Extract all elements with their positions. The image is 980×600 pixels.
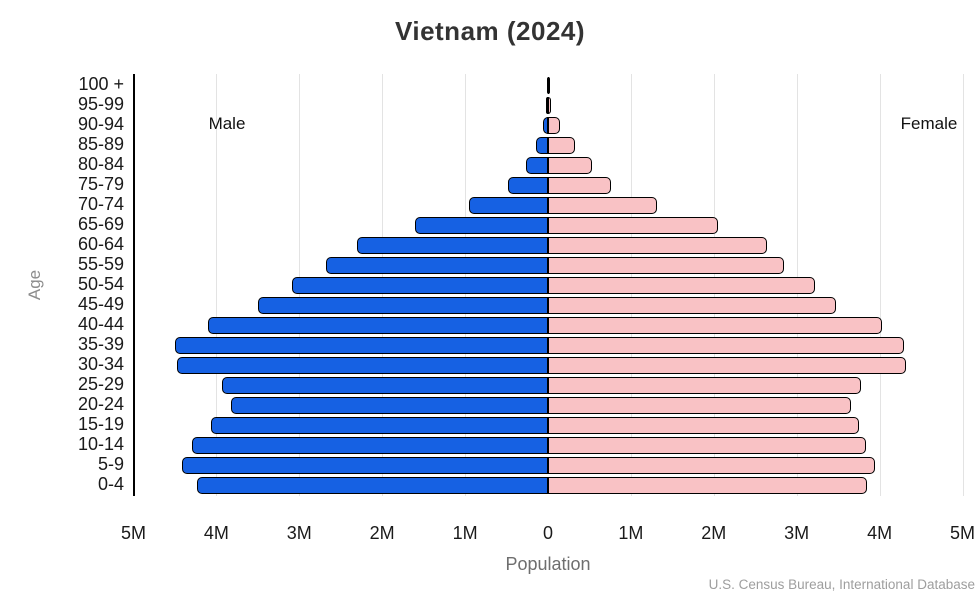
age-tick-label: 5-9 — [97, 454, 124, 474]
female-bar-55-59 — [548, 256, 785, 274]
female-side-label: Female — [900, 114, 958, 133]
male-side-label: Male — [208, 114, 246, 133]
male-bar-45-49 — [257, 296, 548, 314]
age-tick-label: 60-64 — [77, 234, 124, 254]
female-bar-10-14 — [548, 436, 867, 454]
x-tick-label: 4M — [203, 523, 229, 543]
plot-area — [133, 74, 964, 496]
female-bar-95-99 — [548, 96, 552, 114]
male-bar-40-44 — [208, 316, 548, 334]
age-tick-label: 85-89 — [77, 134, 124, 154]
male-bar-65-69 — [414, 216, 548, 234]
female-bar-5-9 — [548, 456, 876, 474]
age-tick-label: 0-4 — [97, 474, 124, 494]
age-tick-label: 40-44 — [77, 314, 124, 334]
female-bar-100+ — [548, 76, 550, 94]
male-bar-10-14 — [192, 436, 548, 454]
male-bar-55-59 — [325, 256, 548, 274]
x-tick-label: 3M — [286, 523, 312, 543]
age-tick-label: 30-34 — [77, 354, 124, 374]
male-bar-70-74 — [469, 196, 548, 214]
y-axis-line — [133, 74, 135, 496]
x-tick-label: 4M — [867, 523, 893, 543]
age-tick-label: 50-54 — [77, 274, 124, 294]
male-bar-5-9 — [181, 456, 548, 474]
female-bar-85-89 — [548, 136, 576, 154]
x-tick-label: 5M — [120, 523, 146, 543]
x-tick-label: 5M — [949, 523, 975, 543]
female-bar-75-79 — [548, 176, 611, 194]
female-bar-35-39 — [548, 336, 905, 354]
age-tick-label: 10-14 — [77, 434, 124, 454]
male-bar-20-24 — [231, 396, 548, 414]
female-bar-80-84 — [548, 156, 592, 174]
male-bar-85-89 — [535, 136, 548, 154]
female-bar-70-74 — [548, 196, 658, 214]
gridline — [962, 74, 964, 496]
x-axis-title: Population — [505, 554, 591, 574]
male-bar-75-79 — [508, 176, 548, 194]
gridline — [216, 74, 218, 496]
x-tick-label: 1M — [452, 523, 478, 543]
male-bar-35-39 — [174, 336, 548, 354]
age-tick-label: 95-99 — [77, 94, 124, 114]
male-bar-90-94 — [543, 116, 548, 134]
female-bar-45-49 — [548, 296, 836, 314]
x-tick-label: 2M — [369, 523, 395, 543]
female-bar-65-69 — [548, 216, 718, 234]
age-tick-label: 70-74 — [77, 194, 124, 214]
x-tick-label: 1M — [618, 523, 644, 543]
male-bar-30-34 — [177, 356, 548, 374]
x-tick-label: 2M — [701, 523, 727, 543]
female-bar-40-44 — [548, 316, 883, 334]
y-axis-title: Age — [25, 269, 44, 301]
male-bar-15-19 — [210, 416, 548, 434]
male-bar-80-84 — [526, 156, 548, 174]
male-bar-60-64 — [357, 236, 548, 254]
x-tick-label: 0 — [542, 523, 553, 543]
age-tick-label: 75-79 — [77, 174, 124, 194]
age-tick-label: 90-94 — [77, 114, 124, 134]
age-tick-label: 20-24 — [77, 394, 124, 414]
x-tick-label: 3M — [784, 523, 810, 543]
female-bar-60-64 — [548, 236, 767, 254]
female-bar-0-4 — [548, 476, 868, 494]
female-bar-25-29 — [548, 376, 861, 394]
female-bar-90-94 — [548, 116, 561, 134]
female-bar-15-19 — [548, 416, 859, 434]
age-tick-label: 100 + — [78, 74, 124, 94]
age-tick-label: 80-84 — [77, 154, 124, 174]
chart-title: Vietnam (2024) — [394, 16, 586, 46]
gridline — [879, 74, 881, 496]
female-bar-20-24 — [548, 396, 852, 414]
age-tick-label: 55-59 — [77, 254, 124, 274]
age-tick-label: 15-19 — [77, 414, 124, 434]
male-bar-25-29 — [222, 376, 548, 394]
female-bar-50-54 — [548, 276, 815, 294]
age-tick-label: 25-29 — [77, 374, 124, 394]
male-bar-50-54 — [291, 276, 548, 294]
age-tick-label: 35-39 — [77, 334, 124, 354]
male-bar-0-4 — [197, 476, 548, 494]
age-tick-label: 45-49 — [77, 294, 124, 314]
age-tick-label: 65-69 — [77, 214, 124, 234]
female-bar-30-34 — [548, 356, 907, 374]
source-attribution: U.S. Census Bureau, International Databa… — [708, 577, 975, 592]
